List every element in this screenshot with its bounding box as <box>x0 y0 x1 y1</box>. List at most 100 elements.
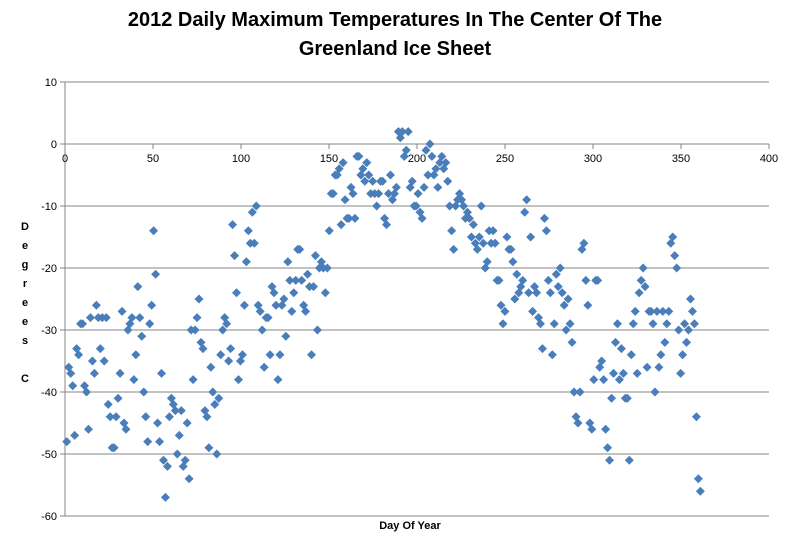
data-point <box>194 294 204 304</box>
data-point <box>597 356 607 366</box>
data-point <box>81 387 91 397</box>
data-point <box>202 412 212 422</box>
y-label-letter: s <box>21 335 29 347</box>
data-point <box>350 213 360 223</box>
data-point <box>612 319 622 329</box>
data-point <box>518 275 528 285</box>
data-point <box>149 226 159 236</box>
title-line-2: Greenland Ice Sheet <box>298 38 492 60</box>
data-point <box>257 325 267 335</box>
y-tick-label: 10 <box>45 77 57 89</box>
data-point <box>441 158 451 168</box>
data-point <box>224 356 234 366</box>
data-point <box>281 331 291 341</box>
data-point <box>273 375 283 385</box>
data-point <box>269 288 279 298</box>
data-point <box>622 393 632 403</box>
data-point <box>583 300 593 310</box>
data-point <box>474 232 484 242</box>
data-point <box>610 337 620 347</box>
data-point <box>212 449 222 459</box>
data-point <box>664 306 674 316</box>
y-tick-label: -60 <box>41 511 57 523</box>
data-point <box>561 325 571 335</box>
data-point <box>565 319 575 329</box>
data-point <box>109 443 119 453</box>
data-point <box>237 350 247 360</box>
data-point <box>378 176 388 186</box>
data-point <box>308 282 318 292</box>
data-point <box>190 325 200 335</box>
data-point <box>131 350 141 360</box>
data-point <box>391 182 401 192</box>
data-point <box>506 244 516 254</box>
data-point <box>522 195 532 205</box>
data-point <box>358 164 368 174</box>
data-point <box>289 288 299 298</box>
data-point <box>472 244 482 254</box>
x-tick-label: 400 <box>760 153 778 165</box>
data-point <box>423 170 433 180</box>
data-point <box>648 319 658 329</box>
data-point <box>287 306 297 316</box>
x-tick-label: 250 <box>496 153 514 165</box>
x-tick-label: 200 <box>408 153 426 165</box>
data-point <box>691 412 701 422</box>
data-point <box>543 275 553 285</box>
data-point <box>433 182 443 192</box>
data-point <box>271 300 281 310</box>
y-label-letter: e <box>21 316 29 328</box>
data-point <box>654 362 664 372</box>
data-point <box>662 319 672 329</box>
data-point <box>214 393 224 403</box>
data-point <box>247 207 257 217</box>
data-point <box>397 127 407 137</box>
data-point <box>111 412 121 422</box>
data-point <box>668 232 678 242</box>
data-point <box>336 220 346 230</box>
data-point <box>603 443 613 453</box>
data-point <box>241 257 251 267</box>
data-point <box>160 492 170 502</box>
data-point <box>141 412 151 422</box>
data-point <box>425 139 435 149</box>
data-point <box>222 319 232 329</box>
data-point <box>650 387 660 397</box>
x-tick-label: 350 <box>672 153 690 165</box>
data-point <box>638 263 648 273</box>
data-point <box>498 319 508 329</box>
data-point <box>338 158 348 168</box>
data-point <box>121 424 131 434</box>
data-point <box>164 412 174 422</box>
x-axis-label: Day Of Year <box>379 520 441 532</box>
data-point <box>301 306 311 316</box>
data-point <box>476 201 486 211</box>
data-point <box>419 182 429 192</box>
data-point <box>626 350 636 360</box>
x-tick-label: 300 <box>584 153 602 165</box>
data-point <box>251 201 261 211</box>
data-point <box>445 201 455 211</box>
data-point <box>466 232 476 242</box>
data-point <box>145 319 155 329</box>
data-point <box>468 220 478 230</box>
data-point <box>360 176 370 186</box>
data-point <box>587 424 597 434</box>
data-point <box>567 337 577 347</box>
data-point <box>78 319 88 329</box>
data-point <box>490 238 500 248</box>
data-point <box>447 226 457 236</box>
data-point <box>670 251 680 261</box>
data-point <box>89 368 99 378</box>
data-point <box>459 201 469 211</box>
data-point <box>496 300 506 310</box>
data-point <box>307 350 317 360</box>
data-point <box>153 418 163 428</box>
data-point <box>283 257 293 267</box>
data-point <box>105 412 115 422</box>
data-point <box>129 375 139 385</box>
data-point <box>374 189 384 199</box>
data-point <box>563 294 573 304</box>
data-point <box>524 288 534 298</box>
data-point <box>537 344 547 354</box>
